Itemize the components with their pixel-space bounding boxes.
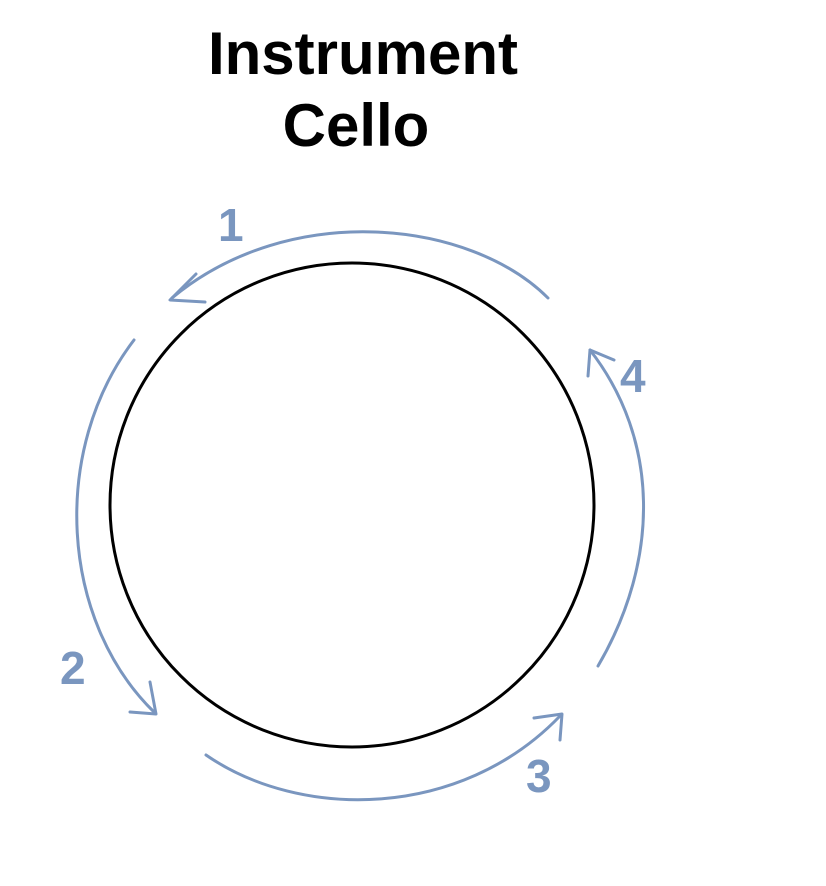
center-circle xyxy=(108,261,596,749)
step-1-label: 1 xyxy=(218,199,244,251)
step-1-arrow xyxy=(168,230,550,304)
step-3-arrow xyxy=(204,712,564,802)
title-line-instrument: Instrument xyxy=(207,20,519,87)
step-2-arrow xyxy=(75,338,158,716)
step-4-arrow xyxy=(586,348,646,668)
step-4-label: 4 xyxy=(620,350,646,402)
title-line-cello: Cello xyxy=(282,92,430,159)
step-3-label: 3 xyxy=(526,750,552,802)
diagram-title: Instrument Cello xyxy=(0,18,726,162)
step-2-label: 2 xyxy=(60,642,86,694)
